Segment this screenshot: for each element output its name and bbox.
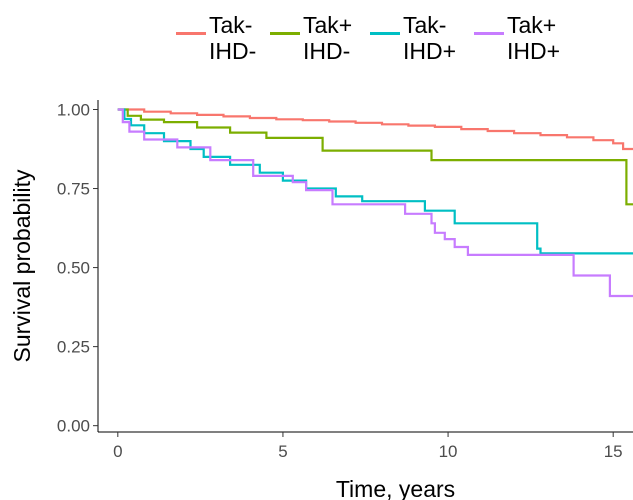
- x-tick-label: 0: [113, 442, 122, 461]
- legend-key-tak-plus-ihd-plus: [474, 32, 504, 35]
- ticks-group: 0.00 0.25 0.50 0.75 1.00 0 5 10 15: [57, 100, 623, 461]
- x-axis-label: Time, years: [336, 476, 455, 500]
- legend-label-line: Tak-: [209, 12, 253, 38]
- legend-label-tak-minus-ihd-plus: Tak- IHD+: [403, 12, 456, 64]
- legend-label-line: IHD-: [303, 38, 351, 64]
- survival-curve-2: [117, 108, 633, 255]
- legend-label-line: Tak+: [507, 12, 557, 38]
- y-tick-label: 0.75: [57, 180, 90, 199]
- survival-curve-1: [117, 108, 633, 206]
- legend-label-line: IHD+: [403, 38, 457, 64]
- legend-label-tak-minus-ihd-minus: Tak- IHD-: [209, 12, 256, 64]
- x-tick-label: 5: [278, 442, 287, 461]
- y-tick-label: 0.50: [57, 259, 90, 278]
- survival-curve-3: [117, 108, 633, 298]
- legend-key-tak-plus-ihd-minus: [270, 32, 300, 35]
- legend-label-line: IHD-: [209, 38, 257, 64]
- y-tick-label: 0.25: [57, 338, 90, 357]
- legend-label-tak-plus-ihd-minus: Tak+ IHD-: [303, 12, 352, 64]
- legend-label-line: IHD+: [507, 38, 561, 64]
- legend-label-line: Tak+: [303, 12, 353, 38]
- axes: [97, 100, 633, 433]
- series-group: [117, 108, 633, 298]
- survival-curve-0: [117, 108, 633, 151]
- x-tick-label: 15: [604, 442, 623, 461]
- legend-label-tak-plus-ihd-plus: Tak+ IHD+: [507, 12, 560, 64]
- y-tick-label: 1.00: [57, 100, 90, 119]
- y-axis-label: Survival probability: [9, 169, 35, 363]
- x-tick-label: 10: [439, 442, 458, 461]
- legend-label-line: Tak-: [403, 12, 447, 38]
- y-tick-label: 0.00: [57, 417, 90, 436]
- legend-key-tak-minus-ihd-plus: [370, 32, 400, 35]
- legend-key-tak-minus-ihd-minus: [176, 32, 206, 35]
